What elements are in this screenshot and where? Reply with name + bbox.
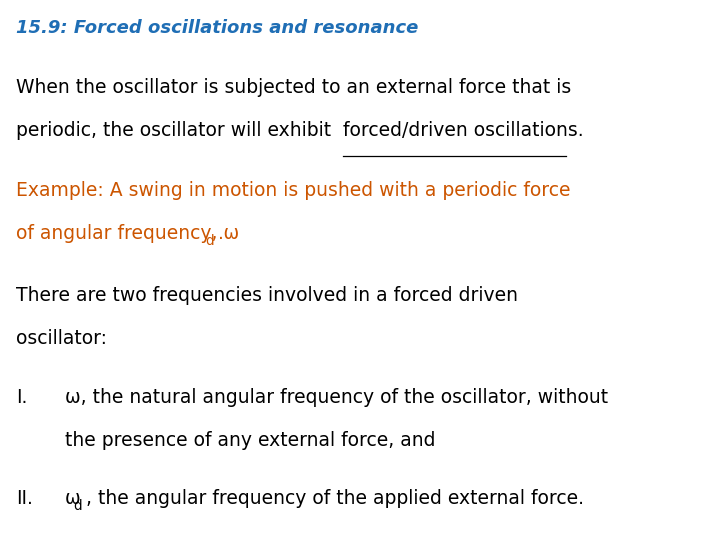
Text: ω, the natural angular frequency of the oscillator, without: ω, the natural angular frequency of the …	[65, 388, 608, 407]
Text: .: .	[218, 224, 224, 243]
Text: d: d	[73, 499, 82, 513]
Text: of angular frequency, ω: of angular frequency, ω	[16, 224, 239, 243]
Text: periodic, the oscillator will exhibit: periodic, the oscillator will exhibit	[16, 122, 337, 140]
Text: II.: II.	[16, 489, 32, 508]
Text: There are two frequencies involved in a forced driven: There are two frequencies involved in a …	[16, 286, 518, 305]
Text: 15.9: Forced oscillations and resonance: 15.9: Forced oscillations and resonance	[16, 19, 418, 37]
Text: d: d	[205, 234, 214, 248]
Text: I.: I.	[16, 388, 27, 407]
Text: , the angular frequency of the applied external force.: , the angular frequency of the applied e…	[86, 489, 585, 508]
Text: Example: A swing in motion is pushed with a periodic force: Example: A swing in motion is pushed wit…	[16, 181, 570, 200]
Text: oscillator:: oscillator:	[16, 329, 107, 348]
Text: the presence of any external force, and: the presence of any external force, and	[65, 431, 436, 450]
Text: forced/driven oscillations.: forced/driven oscillations.	[343, 122, 583, 140]
Text: When the oscillator is subjected to an external force that is: When the oscillator is subjected to an e…	[16, 78, 571, 97]
Text: ω: ω	[65, 489, 81, 508]
